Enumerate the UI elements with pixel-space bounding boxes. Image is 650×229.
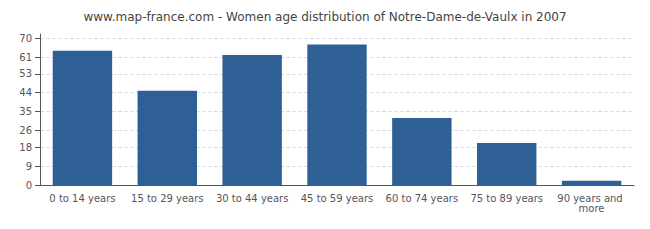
svg-text:44: 44 [19,87,32,98]
svg-text:90 years and: 90 years and [557,192,626,204]
svg-text:more: more [579,203,605,214]
svg-text:70: 70 [19,33,32,44]
svg-text:0: 0 [26,180,32,191]
svg-text:26: 26 [19,125,32,136]
svg-text:9: 9 [26,161,32,172]
svg-text:60 to 74 years: 60 to 74 years [386,193,459,204]
svg-text:35: 35 [19,106,32,117]
svg-text:75 to 89 years: 75 to 89 years [470,193,543,204]
svg-text:30 to 44 years: 30 to 44 years [216,193,289,204]
svg-text:45 to 59 years: 45 to 59 years [301,193,374,204]
svg-text:61: 61 [19,52,32,63]
svg-text:0 to 14 years: 0 to 14 years [49,193,115,204]
svg-text:15 to 29 years: 15 to 29 years [131,193,204,204]
svg-text:www.map-france.com - Women age: www.map-france.com - Women age distribut… [83,10,566,24]
svg-text:53: 53 [19,68,32,79]
svg-text:18: 18 [19,142,32,153]
